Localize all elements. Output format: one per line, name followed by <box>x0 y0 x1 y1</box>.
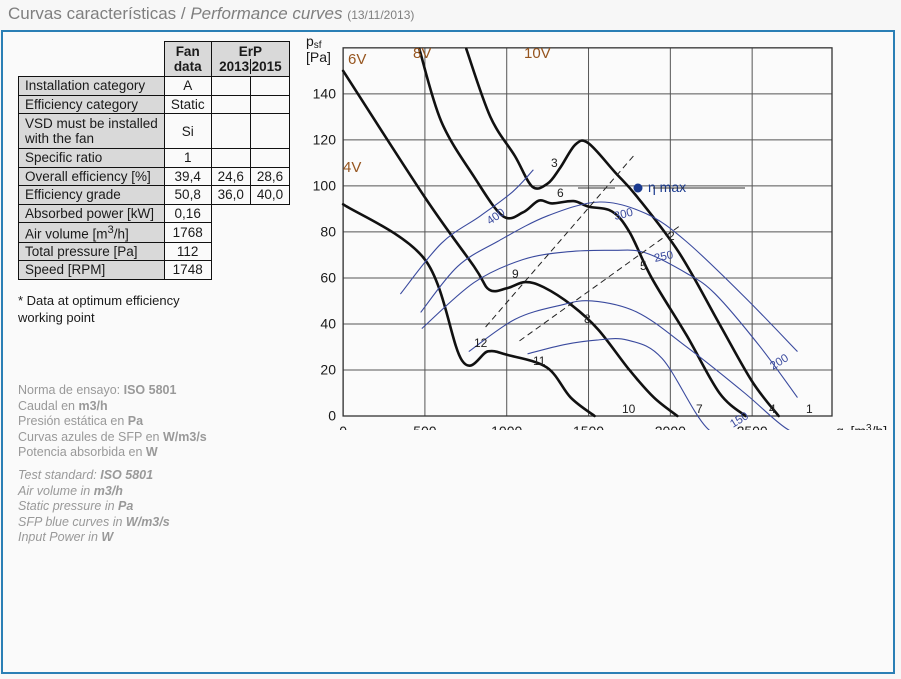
svg-text:6V: 6V <box>348 51 366 68</box>
svg-text:6: 6 <box>557 186 564 200</box>
svg-text:1000: 1000 <box>491 423 522 430</box>
svg-text:140: 140 <box>313 85 337 101</box>
svg-text:40: 40 <box>320 316 336 332</box>
svg-text:10: 10 <box>622 402 636 416</box>
svg-text:10V: 10V <box>524 45 551 62</box>
svg-text:11: 11 <box>533 354 546 368</box>
svg-text:20: 20 <box>320 362 336 378</box>
svg-text:500: 500 <box>413 423 437 430</box>
svg-text:8V: 8V <box>413 45 431 62</box>
svg-text:1: 1 <box>806 402 813 416</box>
svg-text:1500: 1500 <box>573 423 604 430</box>
svg-text:2000: 2000 <box>655 423 686 430</box>
svg-text:η max: η max <box>648 179 686 195</box>
svg-text:4V: 4V <box>343 159 361 176</box>
svg-text:3: 3 <box>551 156 558 170</box>
svg-text:80: 80 <box>320 224 336 240</box>
svg-text:8: 8 <box>584 312 591 326</box>
svg-text:60: 60 <box>320 270 336 286</box>
svg-text:[Pa]: [Pa] <box>306 49 331 65</box>
svg-text:120: 120 <box>313 131 337 147</box>
svg-text:7: 7 <box>696 402 703 416</box>
svg-text:qV[m3/h]: qV[m3/h] <box>836 423 887 430</box>
svg-text:0: 0 <box>339 423 347 430</box>
svg-text:4: 4 <box>769 402 776 416</box>
svg-text:0: 0 <box>328 408 336 424</box>
svg-text:12: 12 <box>474 336 488 350</box>
svg-text:100: 100 <box>313 177 337 193</box>
svg-text:2: 2 <box>668 229 675 243</box>
svg-text:9: 9 <box>512 267 519 281</box>
svg-text:5: 5 <box>640 259 647 273</box>
